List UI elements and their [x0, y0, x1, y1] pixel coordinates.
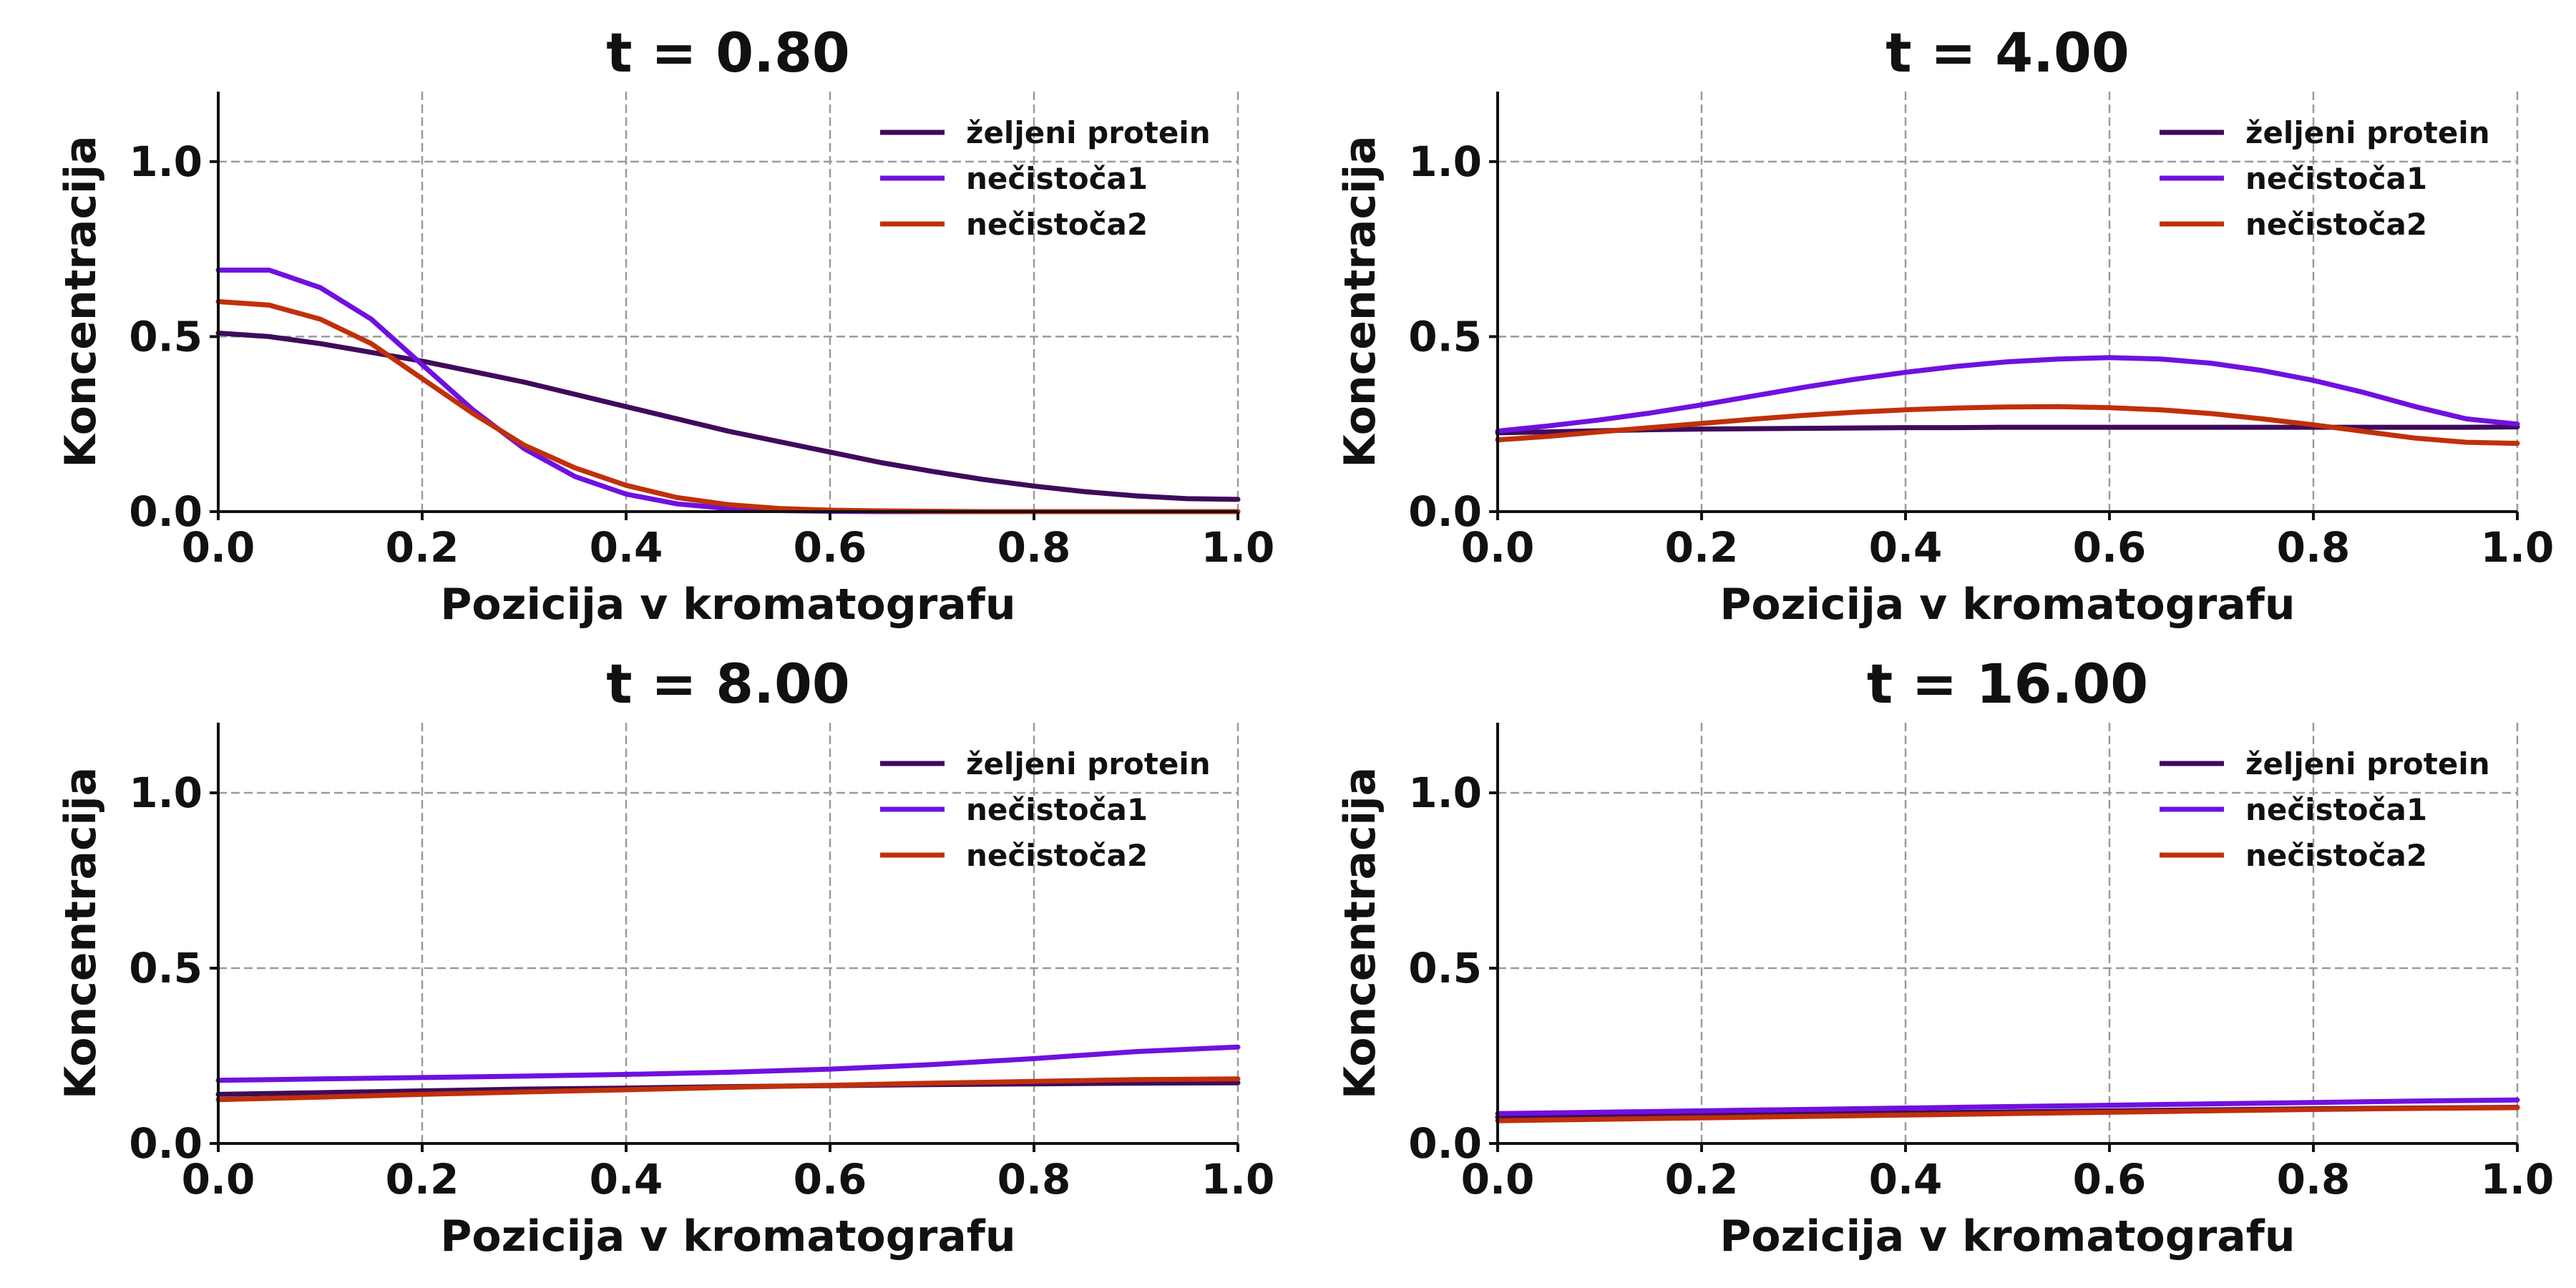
- x-tick-label: 0.2: [386, 1155, 459, 1204]
- x-tick-label: 1.0: [2481, 1155, 2555, 1204]
- x-tick-label: 1.0: [2481, 523, 2555, 572]
- x-tick-label: 0.6: [2073, 1155, 2147, 1204]
- y-tick-label: 0.0: [1408, 1119, 1482, 1168]
- x-tick-label: 0.4: [590, 523, 663, 572]
- subplot-3: 0.0 0.2 0.4 0.6 0.8 1.0 0.0 0.5 1.0 t = 8.00 Pozic…: [56, 652, 1274, 1262]
- x-tick-label: 0.4: [1869, 1155, 1943, 1204]
- y-axis-label: Koncentracija: [1335, 135, 1385, 467]
- x-tick-label: 0.4: [590, 1155, 663, 1204]
- series-line-2: [1495, 355, 2520, 434]
- y-tick-label: 0.0: [129, 487, 203, 536]
- legend-label-3: nečistoča2: [2245, 207, 2427, 242]
- x-axis-label: Pozicija v kromatografu: [440, 580, 1015, 630]
- legend: željeni protein nečistoča1 nečistoča2: [2160, 115, 2490, 242]
- grid-lines: [1498, 92, 2519, 512]
- series-line-2: [215, 268, 1241, 514]
- y-tick-label: 1.0: [1408, 769, 1482, 817]
- x-tick-label: 1.0: [1201, 523, 1275, 572]
- y-axis-label: Koncentracija: [56, 767, 106, 1099]
- series-line-3: [1495, 1105, 2520, 1123]
- x-tick-label: 0.0: [182, 1155, 255, 1204]
- chart-title: t = 4.00: [1885, 21, 2129, 84]
- legend-label-1: željeni protein: [966, 115, 1211, 150]
- grid-lines: [1498, 723, 2519, 1143]
- y-axis-label: Koncentracija: [1335, 767, 1385, 1099]
- legend: željeni protein nečistoča1 nečistoča2: [880, 115, 1211, 242]
- x-tick-label: 0.2: [1665, 523, 1739, 572]
- series-line-3: [215, 1076, 1241, 1103]
- y-tick-label: 1.0: [129, 769, 203, 817]
- y-tick-label: 0.5: [129, 312, 203, 361]
- subplot-2: 0.0 0.2 0.4 0.6 0.8 1.0 0.0 0.5 1.0 t = 4.00 Pozic…: [1335, 21, 2554, 630]
- y-tick-label: 0.5: [129, 944, 203, 992]
- x-tick-label: 0.6: [794, 1155, 867, 1204]
- grid-lines: [218, 92, 1239, 512]
- y-tick-label: 0.5: [1408, 312, 1482, 361]
- y-tick-label: 0.0: [1408, 487, 1482, 536]
- legend-label-3: nečistoča2: [966, 207, 1148, 242]
- x-tick-label: 0.0: [182, 523, 255, 572]
- chart-title: t = 0.80: [606, 21, 849, 84]
- legend-label-3: nečistoča2: [2245, 838, 2427, 873]
- x-axis-label: Pozicija v kromatografu: [440, 1211, 1015, 1262]
- x-tick-label: 0.0: [1461, 523, 1535, 572]
- y-tick-label: 0.0: [129, 1119, 203, 1168]
- legend-label-2: nečistoča1: [966, 792, 1148, 827]
- legend: željeni protein nečistoča1 nečistoča2: [2160, 746, 2490, 873]
- x-tick-label: 0.4: [1869, 523, 1943, 572]
- x-tick-label: 0.8: [997, 1155, 1071, 1204]
- legend-label-1: željeni protein: [2245, 115, 2490, 150]
- legend-label-1: željeni protein: [966, 746, 1211, 781]
- series-line-1: [215, 331, 1241, 502]
- y-tick-label: 1.0: [1408, 137, 1482, 186]
- x-tick-label: 0.0: [1461, 1155, 1535, 1204]
- x-tick-label: 0.6: [2073, 523, 2147, 572]
- series-line-2: [215, 1044, 1241, 1083]
- x-tick-label: 0.2: [386, 523, 459, 572]
- subplot-4: 0.0 0.2 0.4 0.6 0.8 1.0 0.0 0.5 1.0 t = 16.00 Pozi…: [1335, 652, 2554, 1262]
- y-axis-label: Koncentracija: [56, 135, 106, 467]
- x-axis-label: Pozicija v kromatografu: [1719, 1211, 2295, 1262]
- legend: željeni protein nečistoča1 nečistoča2: [880, 746, 1211, 873]
- x-tick-label: 0.8: [2277, 523, 2351, 572]
- x-tick-label: 0.2: [1665, 1155, 1739, 1204]
- legend-label-2: nečistoča1: [966, 161, 1148, 196]
- chart-title: t = 16.00: [1867, 652, 2148, 716]
- series-line-3: [215, 299, 1241, 514]
- x-tick-label: 1.0: [1201, 1155, 1275, 1204]
- x-tick-label: 0.8: [2277, 1155, 2351, 1204]
- chart-title: t = 8.00: [606, 652, 849, 716]
- x-axis-label: Pozicija v kromatografu: [1719, 580, 2295, 630]
- legend-label-1: željeni protein: [2245, 746, 2490, 781]
- subplot-1: 0.0 0.2 0.4 0.6 0.8 1.0 0.0 0.5 1.0 t = 0.80 Pozic…: [56, 21, 1274, 630]
- x-tick-label: 0.6: [794, 523, 867, 572]
- x-tick-label: 0.8: [997, 523, 1071, 572]
- legend-label-2: nečistoča1: [2245, 792, 2427, 827]
- series-line-2: [1495, 1097, 2520, 1116]
- series-line-3: [1495, 404, 2520, 447]
- legend-label-2: nečistoča1: [2245, 161, 2427, 196]
- legend-label-3: nečistoča2: [966, 838, 1148, 873]
- y-tick-label: 0.5: [1408, 944, 1482, 992]
- y-tick-label: 1.0: [129, 137, 203, 186]
